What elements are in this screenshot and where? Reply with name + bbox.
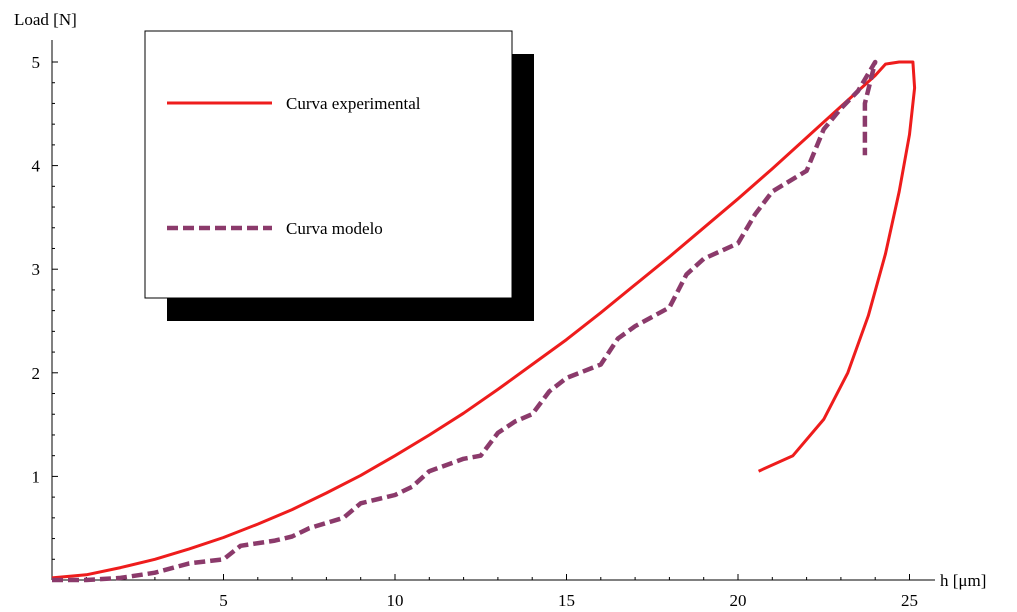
series-line-modelo bbox=[52, 59, 878, 583]
y-axis-label: Load [N] bbox=[14, 10, 77, 29]
y-tick-label: 3 bbox=[32, 260, 41, 279]
x-tick-label: 10 bbox=[387, 591, 404, 610]
legend-label-experimental: Curva experimental bbox=[286, 94, 421, 113]
y-tick-label: 1 bbox=[32, 467, 41, 486]
series-layer bbox=[51, 59, 917, 583]
x-tick-label: 25 bbox=[901, 591, 918, 610]
series-line-experimental bbox=[51, 60, 917, 580]
legend-label-modelo: Curva modelo bbox=[286, 219, 383, 238]
y-tick-label: 4 bbox=[32, 157, 41, 176]
x-tick-label: 20 bbox=[730, 591, 747, 610]
legend: Curva experimental Curva modelo bbox=[144, 30, 534, 321]
x-axis-label: h [μm] bbox=[940, 571, 986, 590]
x-ticks: 5 10 15 20 25 bbox=[85, 574, 918, 610]
x-tick-label: 5 bbox=[219, 591, 228, 610]
y-tick-label: 5 bbox=[32, 53, 41, 72]
y-ticks: 1 2 3 4 5 bbox=[32, 53, 58, 560]
x-tick-label: 15 bbox=[558, 591, 575, 610]
y-tick-label: 2 bbox=[32, 364, 41, 383]
legend-box bbox=[144, 30, 513, 299]
